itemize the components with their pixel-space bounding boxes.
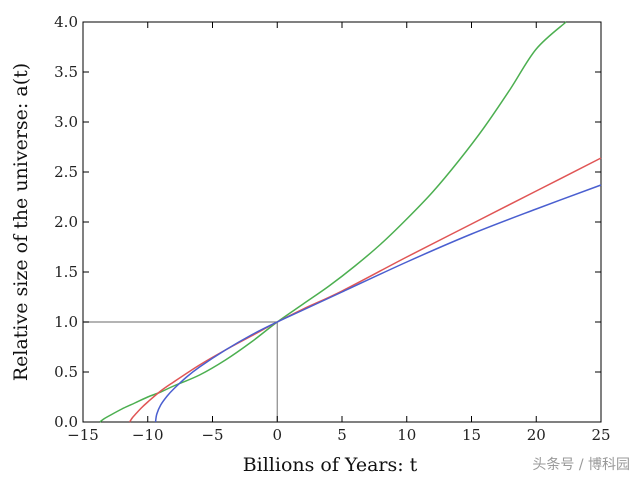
reference-lines (83, 321, 278, 422)
y-tick-label: 3.0 (54, 113, 78, 131)
x-tick-label: 20 (527, 426, 546, 444)
x-tick-label: −10 (132, 426, 164, 444)
x-axis-label: Billions of Years: t (243, 454, 418, 476)
y-tick-label: 4.0 (54, 13, 78, 31)
x-tick-label: −5 (201, 426, 223, 444)
series-line-2 (154, 184, 602, 423)
y-tick-label: 0.0 (54, 413, 78, 431)
x-tick-label: 0 (272, 426, 282, 444)
y-tick-label: 2.5 (54, 163, 78, 181)
plot-area (82, 21, 602, 423)
series-group (99, 21, 602, 423)
y-tick-label: 0.5 (54, 363, 78, 381)
y-tick-label: 2.0 (54, 213, 78, 231)
y-tick-label: 3.5 (54, 63, 78, 81)
x-tick-label: 25 (591, 426, 610, 444)
x-tick-label: 10 (397, 426, 416, 444)
y-tick-label: 1.5 (54, 263, 78, 281)
x-axis-ticks: −15 −10 −5 0 5 10 15 20 25 (67, 22, 611, 444)
y-tick-label: 1.0 (54, 313, 78, 331)
watermark-text: 头条号 / 博科园 (532, 456, 630, 473)
x-tick-label: 5 (337, 426, 347, 444)
x-tick-label: 15 (462, 426, 481, 444)
x-tick-label: −15 (67, 426, 99, 444)
y-axis-ticks: 0.0 0.5 1.0 1.5 2.0 2.5 3.0 3.5 4.0 (54, 13, 601, 431)
y-axis-label: Relative size of the universe: a(t) (10, 63, 32, 381)
